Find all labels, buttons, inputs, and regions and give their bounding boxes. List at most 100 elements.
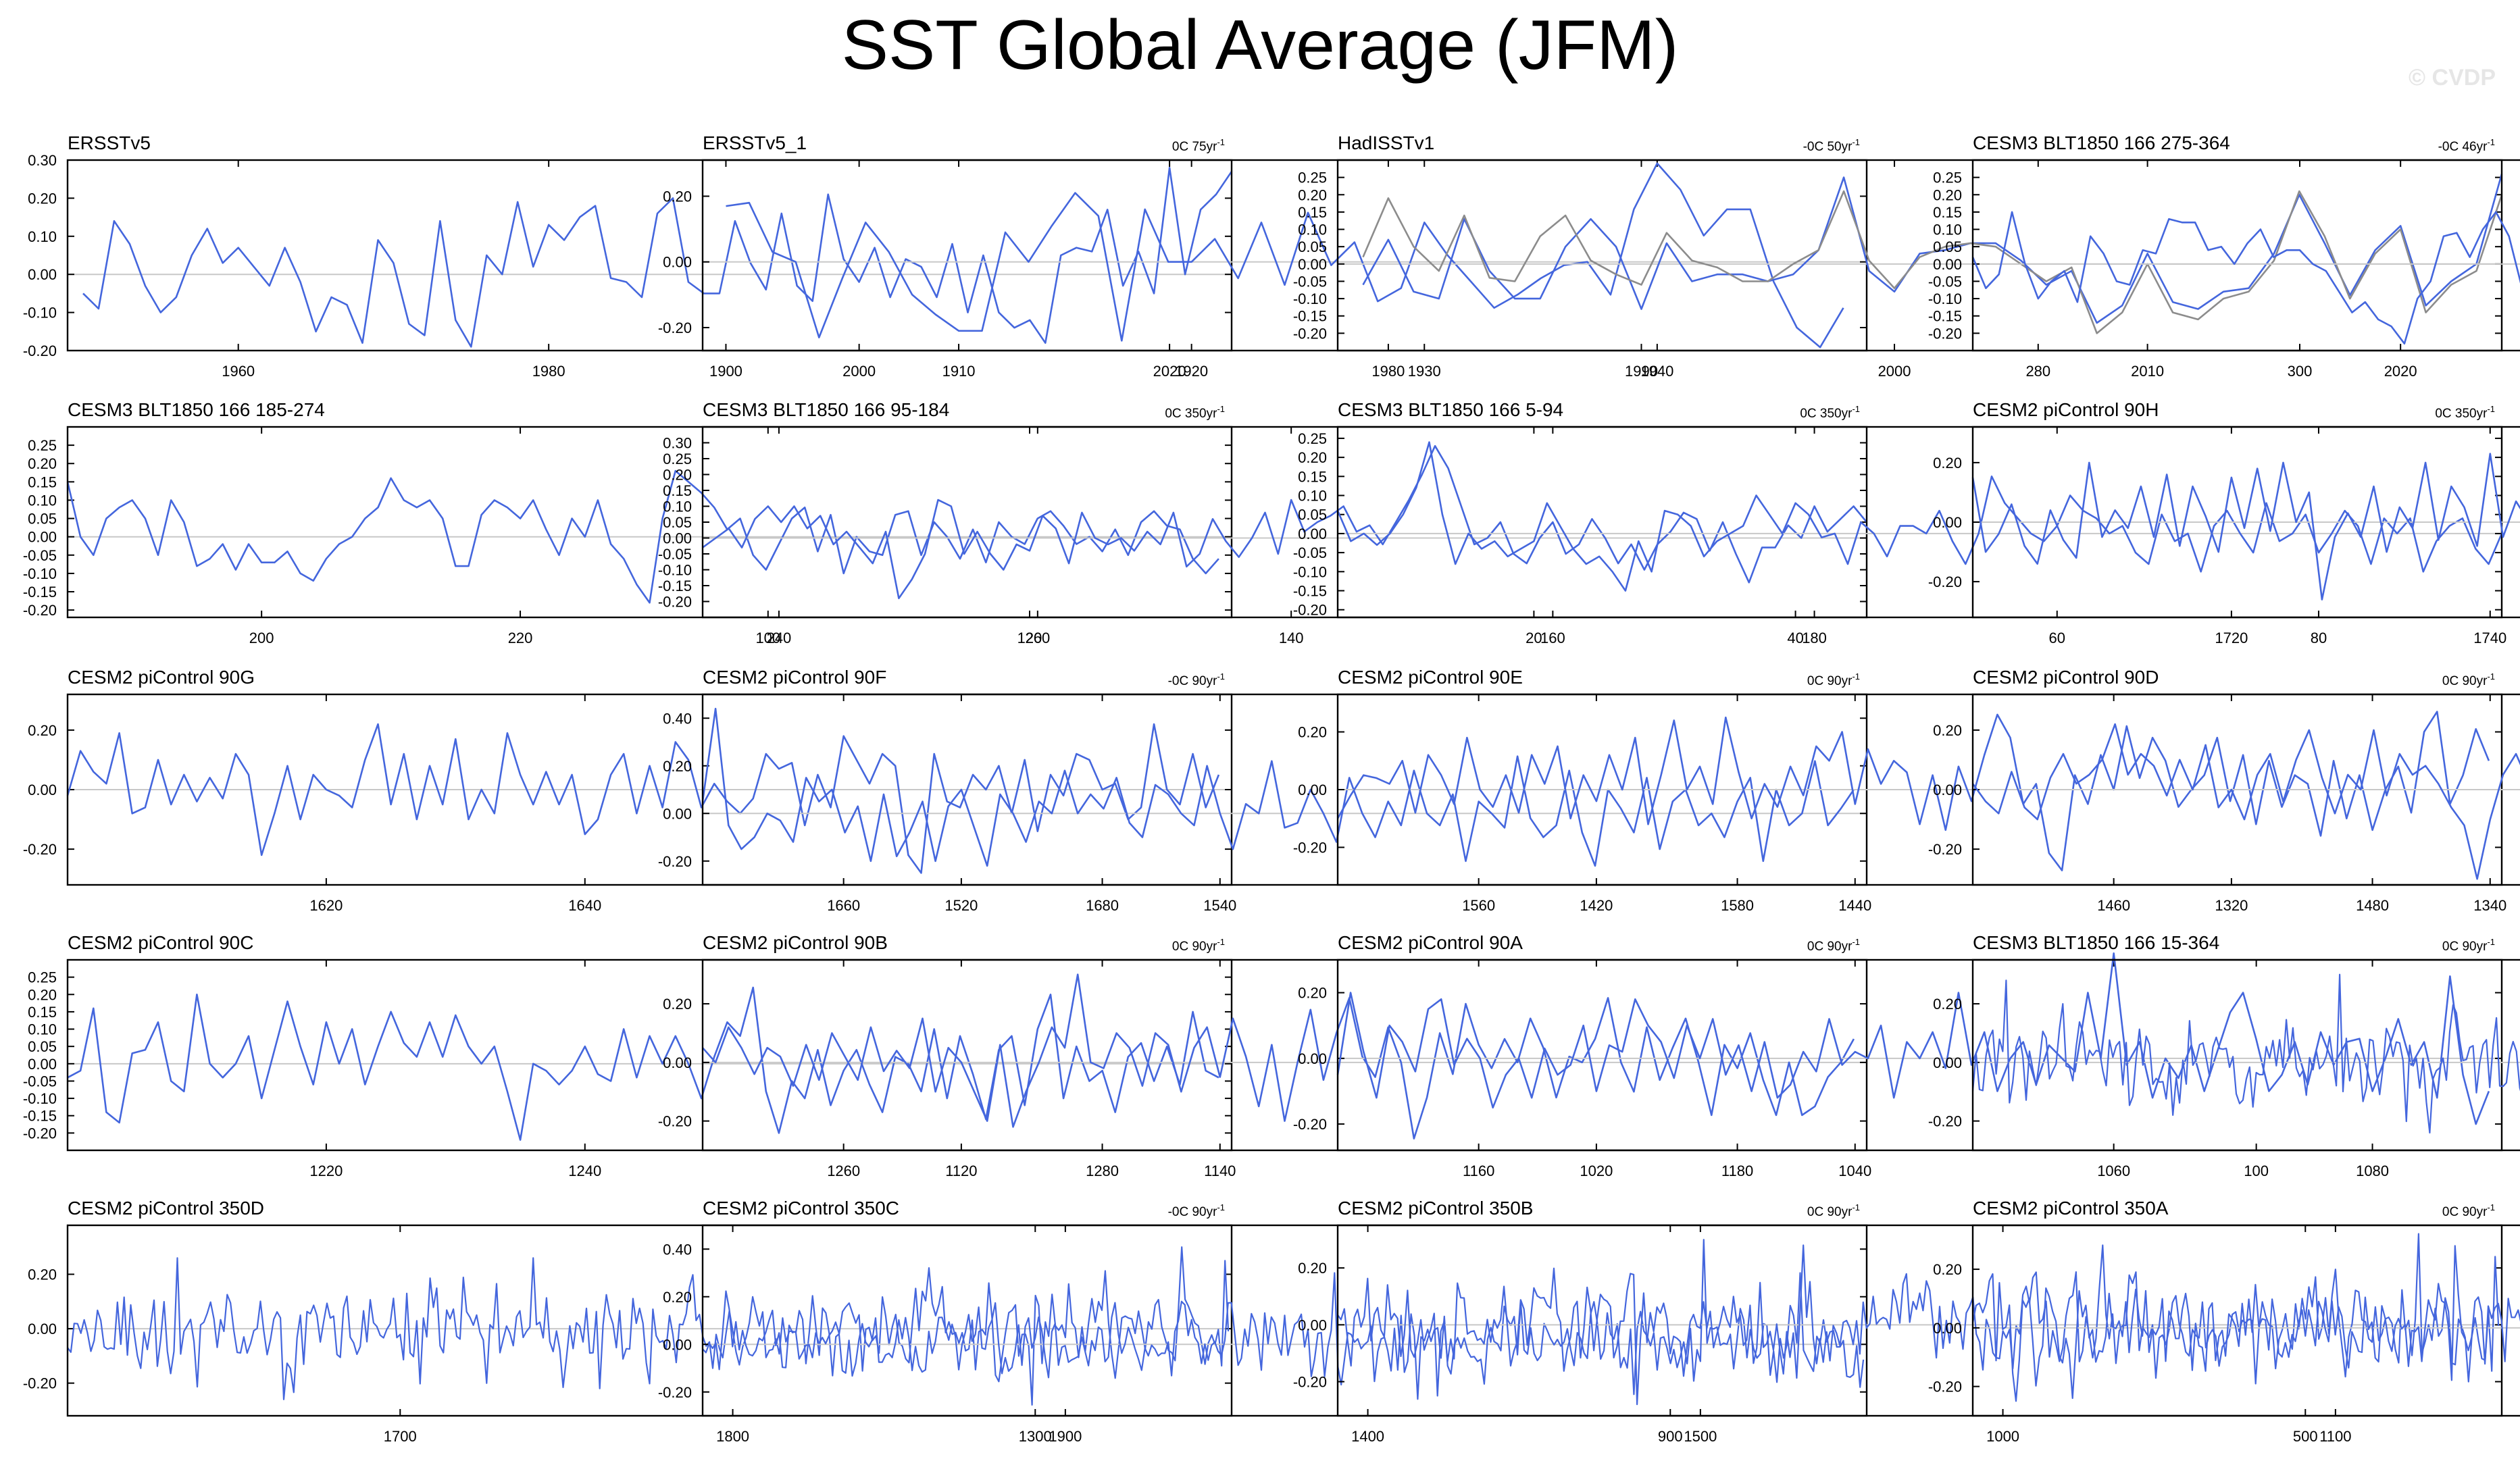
x-tick-label: 1960	[222, 363, 255, 380]
y-tick-label: 0.00	[28, 529, 57, 546]
trend-label: 0C 350yr-1	[1165, 404, 1225, 421]
x-tick-label: 40	[1787, 630, 1803, 646]
panel-title: CESM3 BLT1850 166 185-274	[68, 399, 325, 420]
y-tick-label: -0.05	[23, 547, 57, 564]
series-line	[67, 1246, 1230, 1406]
chart-panel: CESM2 piControl 350A-0C 90yr-1-0.200.000…	[1928, 1198, 2520, 1445]
panel-title: CESM3 BLT1850 166 275-364	[1973, 132, 2230, 153]
y-tick-label: 0.20	[1933, 1261, 1962, 1278]
x-tick-label: 1500	[1684, 1428, 1717, 1445]
x-tick-label: 2020	[1153, 363, 1186, 380]
panel-title: HadISSTv1	[1338, 132, 1434, 153]
y-tick-label: -0.15	[658, 578, 692, 594]
series-line	[1971, 453, 2520, 600]
y-tick-label: -0.15	[23, 584, 57, 600]
x-tick-label: 1460	[2097, 897, 2130, 914]
y-tick-label: -0.10	[23, 305, 57, 322]
panel-title: CESM2 piControl 350B	[1338, 1198, 1533, 1219]
y-tick-label: 0.25	[1933, 170, 1962, 186]
chart-panel: CESM3 BLT1850 166 15-364 0C 90yr-1 -0.20 0.…	[1928, 932, 2520, 1179]
series-line	[1971, 211, 2520, 345]
chart-panel: CESM3 BLT1850 166 95-184 0C 350yr-1 -0.20 -…	[658, 399, 1868, 646]
y-tick-label: -0.20	[23, 1375, 57, 1392]
series-line	[1336, 441, 2503, 592]
y-tick-label: 0.00	[1933, 782, 1962, 798]
panel-title: CESM2 piControl 90D	[1973, 667, 2159, 688]
x-tick-label: 1300	[1019, 1428, 1052, 1445]
x-tick-label: 200	[249, 630, 274, 646]
trend-label: 0C 90yr-1	[1807, 1202, 1860, 1219]
trend-exponent: -1	[1217, 1202, 1225, 1212]
panel-title: CESM3 BLT1850 166 15-364	[1973, 932, 2219, 953]
y-tick-label: 0.05	[28, 1038, 57, 1055]
y-tick-label: -0.10	[23, 1090, 57, 1107]
y-tick-label: -0.10	[23, 565, 57, 582]
x-tick-label: 1520	[944, 897, 978, 914]
x-tick-label: 1540	[1203, 897, 1236, 914]
panel-title: CESM2 piControl 90C	[68, 932, 253, 953]
trend-label: -0C 90yr-1	[1168, 671, 1225, 688]
panel-title: CESM3 BLT1850 166 95-184	[703, 399, 949, 420]
y-tick-label: -0.10	[658, 562, 692, 579]
panel-title: CESM2 piControl 350A	[1973, 1198, 2169, 1219]
trend-exponent: -1	[2487, 404, 2495, 414]
chart-panel: CESM2 piControl 90F 0C 90yr-1 -0.20 0.00 0.2…	[658, 667, 1868, 914]
y-tick-label: 0.20	[1933, 186, 1962, 203]
chart-panel: CESM2 piControl 350D -0C 90yr-1 -0.20 0.00 0…	[23, 1198, 1233, 1445]
chart-panel: CESM2 piControl 90E 0C 90yr-1 -0.20 0.00 0.2…	[1293, 667, 2503, 914]
trend-exponent: -1	[1217, 404, 1225, 414]
y-tick-label: -0.05	[1293, 544, 1327, 561]
x-tick-label: 1100	[2319, 1428, 2351, 1445]
panel-title: CESM2 piControl 90B	[703, 932, 888, 953]
panel-title: CESM2 piControl 350C	[703, 1198, 899, 1219]
y-tick-label: -0.05	[23, 1073, 57, 1090]
y-tick-label: 0.10	[28, 1021, 57, 1038]
trend-label: -0C 90yr-1	[1168, 1202, 1225, 1219]
y-tick-label: -0.05	[658, 546, 692, 563]
y-tick-label: -0.20	[1293, 602, 1327, 619]
y-tick-label: -0.05	[1293, 273, 1327, 290]
x-tick-label: 1660	[827, 897, 860, 914]
panel-title: CESM2 piControl 90E	[1338, 667, 1523, 688]
panel-title: ERSSTv5_1	[703, 132, 807, 153]
series-line	[66, 469, 1219, 604]
x-tick-label: 20	[1526, 630, 1542, 646]
trend-exponent: -1	[2487, 1202, 2495, 1212]
trend-label: 0C 90yr-1	[2442, 671, 2495, 688]
trend-exponent: -1	[1852, 404, 1860, 414]
page-title: SST Global Average (JFM)	[841, 6, 1679, 84]
y-tick-label: 0.10	[28, 492, 57, 509]
trend-label: 0C 90yr-1	[2442, 937, 2495, 954]
x-tick-label: 1260	[827, 1162, 860, 1179]
chart-panel: ERSSTv5 0C 75yr-1 -0.20 -0.10 0.00 0.10 0.20 0.…	[23, 132, 1233, 380]
y-tick-label: 0.15	[28, 1004, 57, 1021]
chart-panel: CESM2 piControl 90C 0C 90yr-1-0.20-0.15-0…	[23, 932, 1233, 1179]
y-tick-label: 0.20	[1298, 1260, 1327, 1277]
x-tick-label: 1440	[1838, 897, 1871, 914]
plot-frame	[1971, 1224, 2520, 1417]
y-tick-label: 0.05	[1933, 238, 1962, 255]
trend-label: 0C 75yr-1	[1172, 137, 1225, 154]
y-tick-label: 0.25	[663, 451, 692, 467]
y-tick-label: 0.20	[1298, 985, 1327, 1002]
plot-frame	[1971, 693, 2520, 886]
cvdp-watermark: © CVDP	[2409, 65, 2496, 91]
series-line	[1971, 723, 2520, 880]
y-tick-label: 0.40	[663, 1241, 692, 1258]
trend-label: 0C 90yr-1	[2442, 1202, 2495, 1219]
plot-frame	[1336, 159, 2503, 352]
x-tick-label: 1580	[1721, 897, 1754, 914]
y-tick-label: -0.20	[1293, 839, 1327, 856]
x-tick-label: 2010	[2131, 363, 2164, 380]
y-tick-label: 0.15	[1933, 204, 1962, 221]
chart-panel: CESM2 piControl 90A 0C 90yr-1 -0.20 0.00 0.2…	[1293, 932, 2503, 1179]
x-tick-label: 1240	[568, 1162, 601, 1179]
y-tick-label: 0.15	[663, 482, 692, 499]
y-tick-label: 0.20	[663, 188, 692, 205]
y-tick-label: 0.00	[663, 254, 692, 271]
y-tick-label: 0.10	[1298, 222, 1327, 238]
y-tick-label: -0.10	[1293, 290, 1327, 307]
y-tick-label: 0.10	[1933, 222, 1962, 238]
y-tick-label: 0.00	[28, 266, 57, 283]
x-tick-label: 1920	[1175, 363, 1208, 380]
